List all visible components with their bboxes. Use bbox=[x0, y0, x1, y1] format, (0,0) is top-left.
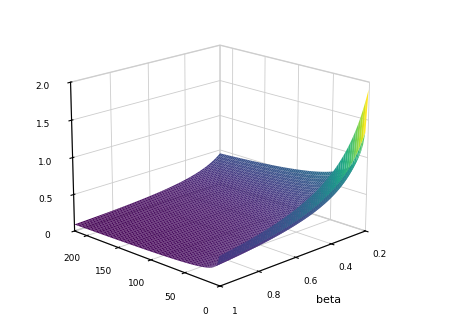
X-axis label: beta: beta bbox=[316, 295, 340, 305]
